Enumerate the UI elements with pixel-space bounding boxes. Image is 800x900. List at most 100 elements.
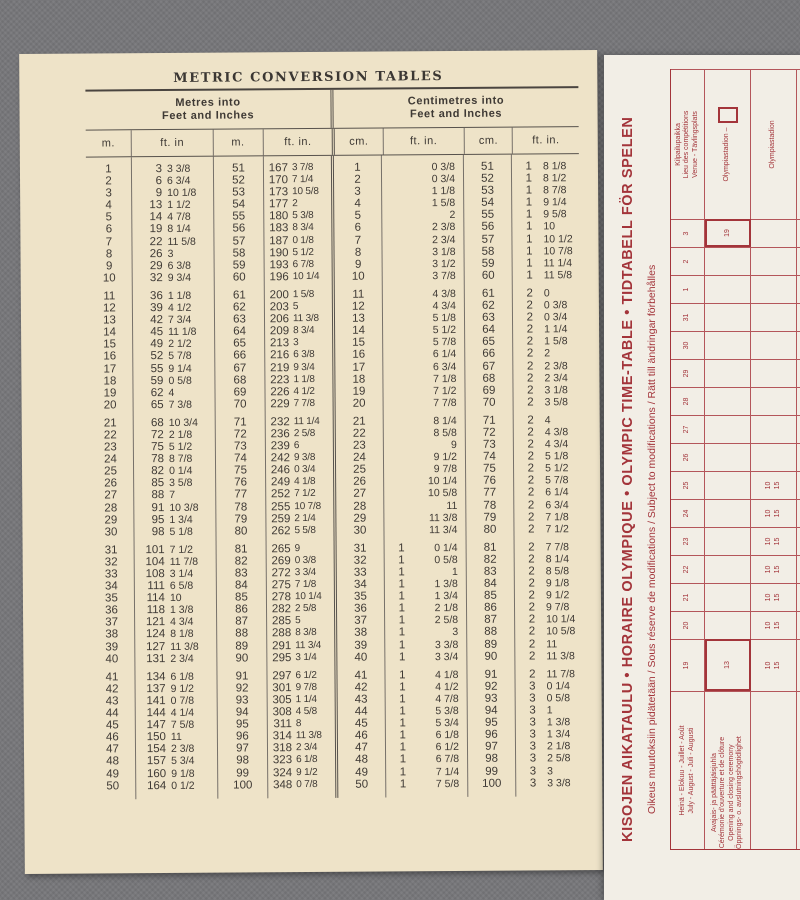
feet-value: 183 [269,222,289,235]
feet-value [384,427,409,439]
feet-inches-value: 2 7 1/8 [514,511,581,524]
feet-value [382,246,407,258]
inches-value: 11 3/8 [428,511,458,524]
centimetres-value: 38 [354,627,368,640]
metres-value: 93 [235,694,249,707]
inches-value: 2 3/4 [432,233,456,246]
feet-value: 288 [271,627,292,640]
feet-value: 236 [270,428,290,441]
metres-value: 45 [105,719,119,732]
inches-value: 11 5/8 [167,235,196,248]
feet-inches-value: 180 5 3/8 [264,210,331,223]
inches-value: 5 1/2 [432,324,457,337]
inches-value: 9 1/2 [433,451,458,464]
feet-value: 2 [526,311,534,324]
feet-inches-value: 1 8 7/8 [512,184,579,197]
feet-inches-value: 200 1 5/8 [265,289,332,302]
metres-value: 70 [233,398,247,411]
feet-value: 29 [149,259,163,272]
inches-value: 3 1/2 [432,257,456,270]
feet-inches-value: 2 11 3/8 [515,650,582,663]
inches-value: 5 3/8 [292,210,314,222]
metres-value: 30 [104,526,118,539]
feet-inches-value: 301 9 7/8 [268,682,335,695]
feet-value [383,258,408,270]
metres-value: 66 [233,349,247,362]
inches-value: 5 3/8 [435,705,459,718]
metres-value: 40 [105,653,119,666]
feet-inches-value: 3 0 1/4 [516,680,583,693]
col-header-cm: cm. [464,127,514,154]
inches-value: 9 [450,439,457,452]
feet-inches-value: 1 11 1/4 [513,257,580,270]
day-header: 20 [671,611,705,639]
metres-value: 72 [233,428,247,441]
feet-inches-value: 209 8 3/4 [265,325,332,338]
metres-value: 78 [234,500,248,514]
feet-value [382,234,407,246]
day-header: 19 [671,639,705,691]
centimetres-value: 9 [354,258,362,271]
centimetres-value: 29 [353,512,367,525]
centimetres-value: 75 [483,462,496,476]
feet-inches-value: 98 5 1/8 [134,525,215,538]
feet-inches-value: 2 3 5/8 [514,396,581,409]
feet-value: 157 [146,755,167,768]
feet-inches-value: 311 8 [268,718,335,731]
centimetres-value: 92 [484,680,498,693]
venue-name: Olympiastadion [769,120,777,169]
day-header: 28 [671,387,705,415]
inches-value: 8 1/2 [542,172,567,185]
centimetres-value: 79 [483,511,497,524]
centimetres-value: 97 [485,741,498,754]
metres-value: 6 [105,223,113,236]
inches-value: 4 3/4 [432,300,456,313]
inches-value: 1 3/8 [546,716,571,729]
metres-value: 60 [232,271,246,284]
feet-inches-value: 22 11 5/8 [132,235,213,248]
feet-inches-value: 10 5/8 [384,487,465,500]
metres-value: 33 [104,568,118,581]
schedule-cell [705,611,751,639]
inches-value: 10 1/2 [543,232,573,245]
centimetres-value: 17 [352,361,366,374]
inches-value: 6 7/8 [435,753,460,766]
feet-value: 154 [146,743,167,756]
feet-inches-value: 52 5 7/8 [133,350,214,363]
inches-value: 7 1/8 [294,579,317,591]
metres-value: 35 [105,592,118,605]
inches-value: 8 1/8 [542,160,567,173]
feet-inches-value: 323 6 1/8 [268,754,335,767]
feet-inches-value: 59 0 5/8 [133,374,214,387]
inches-value: 6 3/4 [166,174,191,188]
feet-value: 2 [528,565,535,578]
inches-value: 8 7/8 [168,452,193,466]
feet-inches-value: 216 6 3/8 [265,349,332,362]
feet-inches-value: 308 4 5/8 [268,706,335,719]
centimetres-value: 5 [354,210,362,223]
feet-inches-value: 164 0 1/2 [136,779,217,792]
feet-value [382,161,407,173]
centimetres-value: 46 [354,729,368,742]
metres-value: 41 [105,671,119,684]
feet-inches-value: 314 11 3/8 [268,730,335,743]
feet-inches-value: 232 11 1/4 [266,416,333,429]
inches-value: 2 1/8 [168,428,193,441]
feet-inches-value: 3 3 3/8 [132,163,213,176]
feet-inches-value: 1 3 3/8 [385,638,466,651]
inches-value: 3 3/8 [166,162,191,175]
feet-value: 124 [145,628,166,641]
inches-value: 9 1/4 [168,362,192,375]
feet-inches-value: 49 2 1/2 [133,338,214,351]
metres-value: 77 [234,488,248,501]
inches-value: 5 1/8 [544,450,569,463]
inches-value: 7 1/8 [545,510,569,523]
feet-inches-value: 1 4 7/8 [386,693,467,706]
schedule-cell [705,555,751,583]
feet-value: 2 [526,347,534,360]
inches-value: 11 3/4 [295,639,322,651]
centimetres-value: 93 [484,692,498,705]
feet-value: 1 [399,777,407,790]
